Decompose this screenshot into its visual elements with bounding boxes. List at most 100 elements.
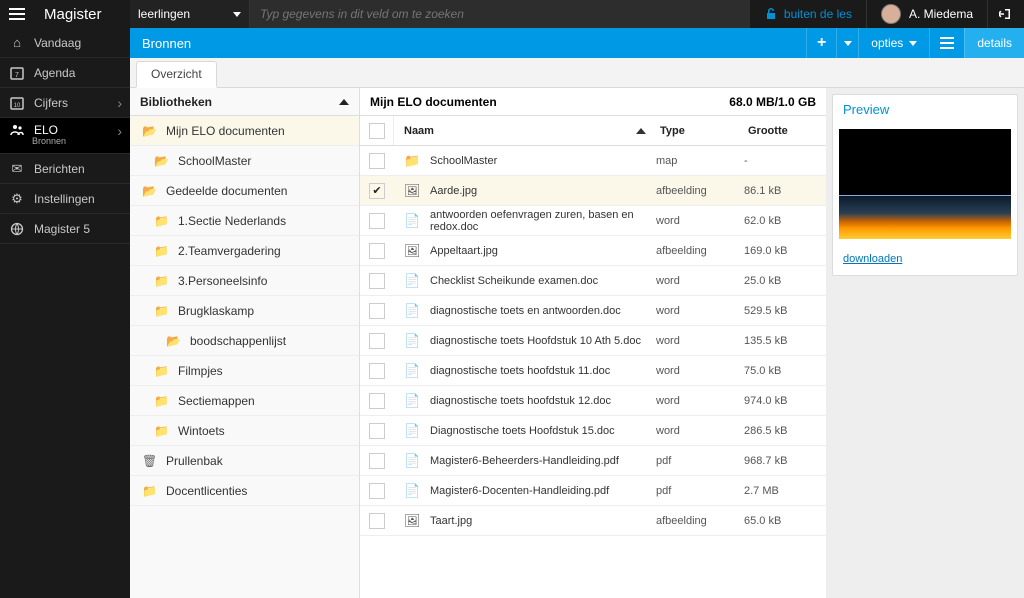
row-checkbox[interactable]	[360, 273, 394, 289]
list-view-button[interactable]	[929, 28, 964, 58]
row-checkbox[interactable]	[360, 483, 394, 499]
row-checkbox[interactable]	[360, 243, 394, 259]
col-type-header[interactable]: Type	[656, 125, 744, 137]
folder-open-icon: 📂	[142, 124, 156, 138]
file-row[interactable]: 🖼Appeltaart.jpgafbeelding169.0 kB	[360, 236, 826, 266]
gear-icon: ⚙	[10, 191, 24, 207]
file-size: 86.1 kB	[744, 185, 826, 197]
tree-item-label: Wintoets	[178, 424, 225, 438]
tree-item-label: Prullenbak	[166, 454, 223, 468]
tree-mijn-elo[interactable]: 📂 Mijn ELO documenten	[130, 116, 359, 146]
nav-magister5[interactable]: Magister 5	[0, 214, 130, 244]
folder-icon: 📁	[154, 274, 168, 288]
home-icon: ⌂	[10, 35, 24, 50]
row-checkbox[interactable]	[360, 213, 394, 229]
opties-button[interactable]: opties	[858, 28, 929, 58]
file-row[interactable]: 📄diagnostische toets hoofdstuk 11.docwor…	[360, 356, 826, 386]
file-row[interactable]: 📁SchoolMastermap-	[360, 146, 826, 176]
tree-item[interactable]: 📁Wintoets	[130, 416, 359, 446]
row-checkbox[interactable]	[360, 393, 394, 409]
row-checkbox[interactable]	[360, 453, 394, 469]
tree-item[interactable]: 📁Filmpjes	[130, 356, 359, 386]
file-row[interactable]: 📄Magister6-Beheerders-Handleiding.pdfpdf…	[360, 446, 826, 476]
chevron-down-icon	[909, 41, 917, 46]
avatar	[881, 4, 901, 24]
tree-docentlicenties[interactable]: 📁Docentlicenties	[130, 476, 359, 506]
col-size-header[interactable]: Grootte	[744, 125, 826, 137]
file-name: antwoorden oefenvragen zuren, basen en r…	[430, 209, 656, 233]
nav-vandaag-label: Vandaag	[34, 36, 81, 50]
people-icon	[10, 123, 24, 137]
tree-item-label: Filmpjes	[178, 364, 223, 378]
page-title: Bronnen	[130, 28, 806, 58]
folder-icon: 📁	[154, 214, 168, 228]
tree-gedeeld[interactable]: 📂 Gedeelde documenten	[130, 176, 359, 206]
file-row[interactable]: 📄antwoorden oefenvragen zuren, basen en …	[360, 206, 826, 236]
details-button[interactable]: details	[964, 28, 1024, 58]
hamburger-menu-button[interactable]	[0, 0, 34, 28]
file-row[interactable]: 🖼Taart.jpgafbeelding65.0 kB	[360, 506, 826, 536]
lesson-status-button[interactable]: buiten de les	[750, 0, 866, 28]
tab-overzicht[interactable]: Overzicht	[136, 61, 217, 88]
logout-button[interactable]	[988, 0, 1024, 28]
tree-item[interactable]: 📁2.Teamvergadering	[130, 236, 359, 266]
nav-berichten[interactable]: ✉ Berichten	[0, 154, 130, 184]
tree-item[interactable]: 📂boodschappenlijst	[130, 326, 359, 356]
row-checkbox[interactable]	[360, 513, 394, 529]
search-field[interactable]	[250, 0, 750, 28]
nav-cijfers[interactable]: 10 Cijfers	[0, 88, 130, 118]
file-row[interactable]: 📄Magister6-Docenten-Handleiding.pdfpdf2.…	[360, 476, 826, 506]
add-menu-dropdown[interactable]	[836, 28, 858, 58]
add-button[interactable]: +	[806, 28, 836, 58]
preview-box: Preview downloaden	[832, 94, 1018, 276]
file-type-icon: 🖼	[404, 243, 420, 259]
files-heading: Mijn ELO documenten	[370, 95, 497, 109]
search-input[interactable]	[260, 7, 740, 21]
file-type: afbeelding	[656, 185, 744, 197]
nav-elo[interactable]: ELO Bronnen	[0, 118, 130, 154]
col-name-header[interactable]: Naam	[394, 125, 656, 137]
row-checkbox[interactable]	[360, 153, 394, 169]
file-row[interactable]: 📄diagnostische toets en antwoorden.docwo…	[360, 296, 826, 326]
file-size: 2.7 MB	[744, 485, 826, 497]
file-type-icon: 📄	[404, 453, 420, 469]
file-size: 968.7 kB	[744, 455, 826, 467]
file-row[interactable]: 📄diagnostische toets Hoofdstuk 10 Ath 5.…	[360, 326, 826, 356]
brand-title: Magister	[34, 0, 130, 28]
file-type-icon: 📄	[404, 423, 420, 439]
top-bar: Magister leerlingen buiten de les A. Mie…	[0, 0, 1024, 28]
chevron-down-icon	[233, 12, 241, 17]
row-checkbox[interactable]: ✔	[360, 183, 394, 199]
tree-schoolmaster[interactable]: 📂 SchoolMaster	[130, 146, 359, 176]
file-row[interactable]: 📄Diagnostische toets Hoofdstuk 15.docwor…	[360, 416, 826, 446]
file-size: -	[744, 155, 826, 167]
download-link[interactable]: downloaden	[843, 253, 902, 265]
tree-item[interactable]: 📁3.Personeelsinfo	[130, 266, 359, 296]
user-menu[interactable]: A. Miedema	[866, 0, 988, 28]
file-type: pdf	[656, 485, 744, 497]
file-row[interactable]: 📄Checklist Scheikunde examen.docword25.0…	[360, 266, 826, 296]
tree-item-label: Gedeelde documenten	[166, 184, 287, 198]
tree-prullenbak[interactable]: 🗑Prullenbak	[130, 446, 359, 476]
folder-icon: 📁	[154, 304, 168, 318]
folder-icon: 📁	[154, 244, 168, 258]
row-checkbox[interactable]	[360, 303, 394, 319]
file-name: Diagnostische toets Hoofdstuk 15.doc	[430, 425, 615, 437]
nav-agenda-label: Agenda	[34, 66, 75, 80]
tree-item[interactable]: 📁Brugklaskamp	[130, 296, 359, 326]
file-row[interactable]: 📄diagnostische toets hoofdstuk 12.docwor…	[360, 386, 826, 416]
row-checkbox[interactable]	[360, 333, 394, 349]
row-checkbox[interactable]	[360, 423, 394, 439]
row-checkbox[interactable]	[360, 363, 394, 379]
tree-item[interactable]: 📁Sectiemappen	[130, 386, 359, 416]
mail-icon: ✉	[10, 161, 24, 177]
nav-agenda[interactable]: 7 Agenda	[0, 58, 130, 88]
library-header[interactable]: Bibliotheken	[130, 88, 359, 116]
file-row[interactable]: ✔🖼Aarde.jpgafbeelding86.1 kB	[360, 176, 826, 206]
select-all-checkbox[interactable]	[360, 116, 394, 145]
file-list: Mijn ELO documenten 68.0 MB/1.0 GB Naam …	[360, 88, 826, 598]
nav-vandaag[interactable]: ⌂ Vandaag	[0, 28, 130, 58]
tree-item[interactable]: 📁1.Sectie Nederlands	[130, 206, 359, 236]
nav-instellingen[interactable]: ⚙ Instellingen	[0, 184, 130, 214]
scope-dropdown[interactable]: leerlingen	[130, 0, 250, 28]
